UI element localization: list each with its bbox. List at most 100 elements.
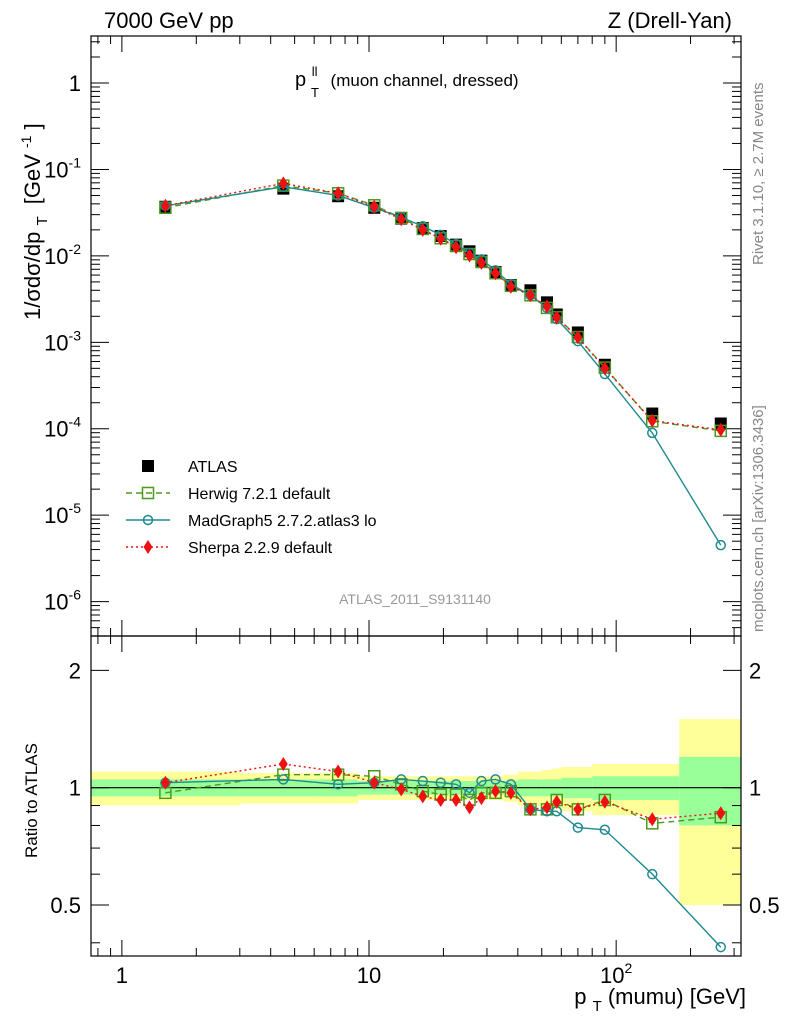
main-y-tick-label-exp: -3 — [69, 327, 82, 343]
main-point-s3-7 — [451, 240, 461, 255]
mcplots-note: mcplots.cern.ch [arXiv:1306.3436] — [750, 405, 767, 632]
x-tick-label-base: 10 — [600, 963, 624, 988]
ratio-point-s1-8 — [464, 787, 475, 799]
main-title-p: p — [295, 69, 306, 91]
main-point-s3-11 — [506, 279, 516, 294]
ratio-y-tick-label-right: 0.5 — [749, 893, 780, 918]
ratio-point-s2-0 — [160, 775, 170, 790]
main-y-tick-label-base: 10 — [44, 157, 68, 182]
ratio-y-tick-label-left: 1 — [69, 776, 81, 801]
main-point-s3-15 — [573, 330, 583, 345]
main-y-tick-label: 10-4 — [44, 414, 81, 442]
ratio-y-tick-label-left: 2 — [69, 658, 81, 683]
main-point-s3-18 — [716, 422, 726, 437]
main-point-s3-6 — [436, 231, 446, 246]
ratio-point-s1-15 — [572, 822, 584, 833]
ratio-y-tick-label-right: 1 — [749, 776, 761, 801]
main-point-s3-16 — [600, 361, 610, 376]
main-y-tick-label: 10-3 — [44, 327, 81, 355]
main-y-title-unit: [GeV — [20, 154, 45, 204]
ratio-point-s2-12 — [525, 802, 535, 817]
ratio-point-s2-17 — [647, 812, 657, 827]
main-point-s3-12 — [525, 288, 535, 303]
main-y-tick-label-base: 10 — [44, 503, 68, 528]
ratio-point-s2-1 — [278, 757, 288, 772]
main-y-tick-label-exp: -2 — [69, 241, 82, 257]
main-point-s2-18 — [715, 539, 727, 551]
main-point-s3-10 — [491, 266, 501, 281]
ratio-point-s1-2 — [332, 779, 344, 790]
ratio-point-s1-10 — [490, 774, 501, 785]
main-y-tick-label-exp: -6 — [69, 587, 82, 603]
main-point-s3-5 — [418, 222, 428, 237]
rivet-note: Rivet 3.1.10, ≥ 2.7M events — [750, 83, 767, 266]
ratio-point-s2-3 — [369, 775, 379, 790]
x-title-main: p — [574, 984, 586, 1009]
main-title: p ll T (muon channel, dressed) — [295, 59, 519, 102]
ratio-point-s2-4 — [396, 782, 406, 797]
main-y-tick-label: 1 — [69, 71, 81, 96]
main-point-s3-13 — [542, 299, 552, 314]
ratio-point-s2-6 — [436, 792, 446, 807]
main-y-tick-label-exp: -1 — [69, 154, 82, 170]
ratio-frame — [90, 635, 742, 957]
ratio-y-axis-title: Ratio to ATLAS — [22, 743, 41, 858]
x-title-sub: T — [593, 998, 602, 1015]
main-y-tick-label-exp: -5 — [69, 500, 82, 516]
main-point-s3-17 — [647, 413, 657, 428]
main-point-s3-4 — [396, 212, 406, 227]
ratio-point-s1-5 — [417, 775, 429, 787]
main-point-s3-9 — [476, 255, 486, 270]
legend-marker-2 — [142, 514, 154, 526]
ratio-point-s2-5 — [418, 789, 428, 804]
analysis-tag: ATLAS_2011_S9131140 — [339, 591, 491, 607]
main-y-axis-title: 1/σdσ/dp T [GeV -1 ] — [11, 123, 52, 320]
legend-label-3: Sherpa 2.2.9 default — [188, 540, 333, 557]
main-y-tick-label: 10-2 — [44, 241, 81, 269]
main-point-s3-3 — [369, 199, 379, 214]
ratio-band-inner — [679, 756, 742, 826]
legend-marker-3 — [143, 540, 153, 554]
main-point-s2-17 — [647, 427, 658, 439]
main-point-s3-14 — [552, 310, 562, 325]
ratio-point-s1-1 — [278, 774, 289, 785]
x-title-rest: (mumu) [GeV] — [608, 984, 746, 1009]
legend-label-2: MadGraph5 2.7.2.atlas3 lo — [188, 513, 377, 530]
ratio-plot: 0.5 0.51 12 21 10 102 — [50, 635, 780, 988]
ratio-point-s2-14 — [552, 794, 562, 809]
ratio-point-s1-16 — [599, 824, 611, 836]
main-y-tick-label: 10-5 — [44, 500, 81, 528]
ratio-point-s2-18 — [716, 806, 726, 821]
ratio-point-s1-18 — [715, 941, 727, 953]
main-plot: 110-110-210-310-410-510-6 — [44, 35, 742, 637]
ratio-point-s1-6 — [435, 777, 446, 788]
legend-marker-0 — [142, 460, 154, 472]
ratio-point-s1-9 — [476, 775, 487, 787]
header-left: 7000 GeV pp — [104, 8, 234, 33]
legend-marker-1 — [141, 486, 155, 500]
main-title-rest: (muon channel, dressed) — [331, 71, 519, 90]
main-point-s3-1 — [278, 176, 288, 191]
main-y-tick-label-base: 10 — [44, 330, 68, 355]
x-axis-title: p T (mumu) [GeV] — [574, 984, 746, 1016]
ratio-point-s2-15 — [573, 802, 583, 817]
ratio-y-tick-label-right: 2 — [749, 658, 761, 683]
main-y-title-main: 1/σdσ/dp — [20, 232, 45, 320]
main-y-title-sub: T — [34, 216, 51, 225]
ratio-point-s2-7 — [451, 792, 461, 807]
ratio-point-s2-2 — [333, 764, 343, 779]
ratio-point-s2-8 — [464, 800, 474, 815]
ratio-point-s2-16 — [600, 794, 610, 809]
main-y-title-close: ] — [20, 123, 45, 129]
main-point-s3-2 — [333, 186, 343, 201]
main-y-tick-label: 10-6 — [44, 587, 81, 615]
x-tick-label: 102 — [600, 960, 632, 988]
main-y-tick-label-exp: -4 — [69, 414, 82, 430]
main-point-s3-8 — [464, 248, 474, 263]
main-y-tick-label-base: 10 — [44, 590, 68, 615]
ratio-point-s2-11 — [506, 785, 516, 800]
x-tick-label: 10 — [357, 963, 381, 988]
ratio-point-s2-13 — [542, 800, 552, 815]
